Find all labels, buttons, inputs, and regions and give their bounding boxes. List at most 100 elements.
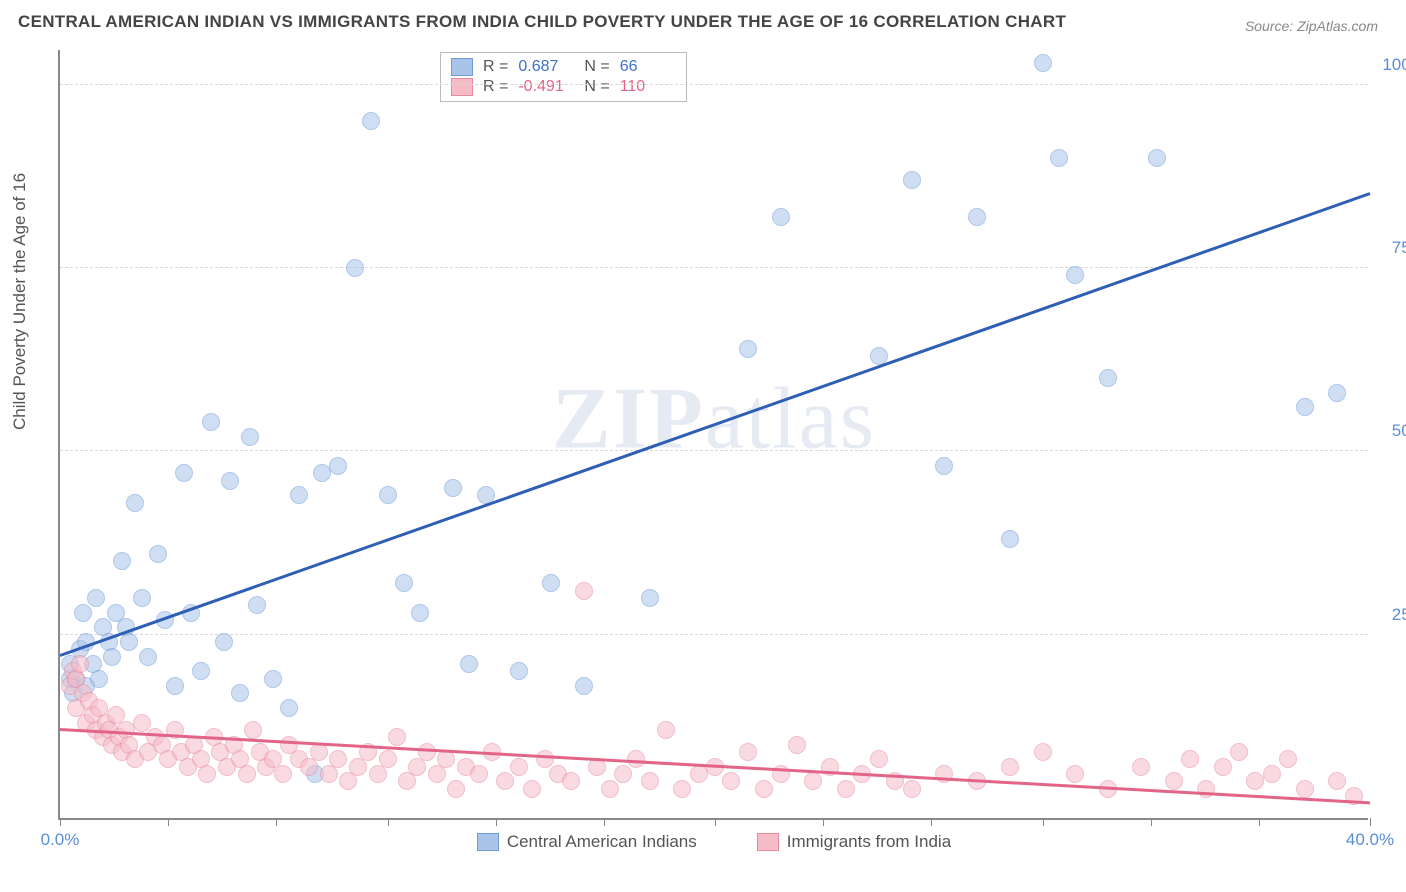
- data-point: [1296, 780, 1314, 798]
- data-point: [657, 721, 675, 739]
- data-point: [274, 765, 292, 783]
- data-point: [238, 765, 256, 783]
- data-point: [215, 633, 233, 651]
- x-tick: [823, 818, 824, 826]
- data-point: [379, 486, 397, 504]
- trend-line: [60, 192, 1371, 656]
- data-point: [175, 464, 193, 482]
- x-tick-label: 0.0%: [41, 830, 80, 850]
- gridline: [60, 634, 1368, 635]
- x-tick: [276, 818, 277, 826]
- data-point: [1050, 149, 1068, 167]
- data-point: [870, 750, 888, 768]
- x-tick: [1151, 818, 1152, 826]
- data-point: [113, 552, 131, 570]
- legend-swatch: [477, 833, 499, 851]
- n-label: N =: [584, 58, 609, 76]
- legend-swatch: [451, 58, 473, 76]
- x-tick: [388, 818, 389, 826]
- data-point: [1263, 765, 1281, 783]
- data-point: [542, 574, 560, 592]
- data-point: [1001, 758, 1019, 776]
- data-point: [447, 780, 465, 798]
- gridline: [60, 450, 1368, 451]
- legend-item: Immigrants from India: [757, 832, 951, 852]
- data-point: [166, 677, 184, 695]
- data-point: [804, 772, 822, 790]
- data-point: [641, 589, 659, 607]
- data-point: [74, 604, 92, 622]
- data-point: [575, 677, 593, 695]
- data-point: [362, 112, 380, 130]
- data-point: [739, 340, 757, 358]
- data-point: [722, 772, 740, 790]
- data-point: [1328, 384, 1346, 402]
- x-tick: [496, 818, 497, 826]
- data-point: [388, 728, 406, 746]
- y-tick-label: 100.0%: [1382, 55, 1406, 75]
- data-point: [575, 582, 593, 600]
- x-tick: [1259, 818, 1260, 826]
- data-point: [1165, 772, 1183, 790]
- data-point: [346, 259, 364, 277]
- data-point: [460, 655, 478, 673]
- data-point: [562, 772, 580, 790]
- data-point: [411, 604, 429, 622]
- data-point: [133, 589, 151, 607]
- data-point: [149, 545, 167, 563]
- x-tick: [715, 818, 716, 826]
- data-point: [395, 574, 413, 592]
- data-point: [248, 596, 266, 614]
- data-point: [1034, 743, 1052, 761]
- data-point: [379, 750, 397, 768]
- data-point: [1214, 758, 1232, 776]
- x-tick: [1043, 818, 1044, 826]
- plot-area: ZIPatlas R =0.687N =66R =-0.491N =110 Ce…: [58, 50, 1368, 820]
- data-point: [241, 428, 259, 446]
- data-point: [1181, 750, 1199, 768]
- data-point: [510, 758, 528, 776]
- data-point: [614, 765, 632, 783]
- source-attribution: Source: ZipAtlas.com: [1245, 18, 1378, 34]
- n-value: 110: [620, 78, 676, 96]
- x-tick: [931, 818, 932, 826]
- y-tick-label: 75.0%: [1392, 238, 1406, 258]
- x-tick: [168, 818, 169, 826]
- data-point: [1296, 398, 1314, 416]
- data-point: [290, 486, 308, 504]
- data-point: [103, 648, 121, 666]
- legend-swatch: [757, 833, 779, 851]
- data-point: [1001, 530, 1019, 548]
- data-point: [1066, 765, 1084, 783]
- stats-row: R =0.687N =66: [451, 57, 676, 77]
- data-point: [1279, 750, 1297, 768]
- r-label: R =: [483, 58, 508, 76]
- y-tick-label: 25.0%: [1392, 605, 1406, 625]
- data-point: [221, 472, 239, 490]
- data-point: [1066, 266, 1084, 284]
- data-point: [244, 721, 262, 739]
- data-point: [313, 464, 331, 482]
- data-point: [198, 765, 216, 783]
- series-legend: Central American Indians Immigrants from …: [60, 832, 1368, 852]
- gridline: [60, 84, 1368, 85]
- legend-item: Central American Indians: [477, 832, 697, 852]
- data-point: [935, 457, 953, 475]
- data-point: [673, 780, 691, 798]
- data-point: [496, 772, 514, 790]
- stats-row: R =-0.491N =110: [451, 77, 676, 97]
- legend-label: Central American Indians: [507, 832, 697, 852]
- y-tick-label: 50.0%: [1392, 421, 1406, 441]
- data-point: [87, 589, 105, 607]
- data-point: [837, 780, 855, 798]
- data-point: [1148, 149, 1166, 167]
- data-point: [601, 780, 619, 798]
- x-tick: [604, 818, 605, 826]
- data-point: [329, 750, 347, 768]
- data-point: [739, 743, 757, 761]
- data-point: [329, 457, 347, 475]
- x-tick: [60, 818, 61, 826]
- r-label: R =: [483, 78, 508, 96]
- r-value: -0.491: [518, 78, 574, 96]
- y-axis-label: Child Poverty Under the Age of 16: [10, 173, 30, 430]
